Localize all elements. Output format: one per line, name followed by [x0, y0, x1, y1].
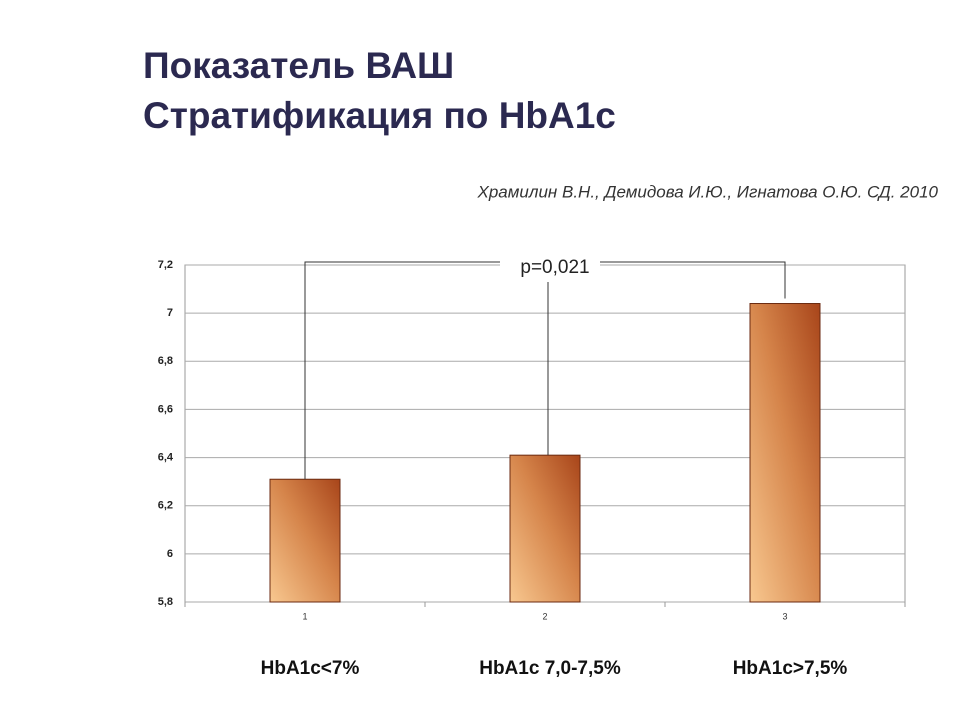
subtitle: Храмилин В.Н., Демидова И.Ю., Игнатова О…	[477, 182, 939, 201]
x-tick-label: 1	[302, 611, 307, 621]
title-line: Стратификация по HbA1c	[143, 95, 616, 136]
x-tick-label: 2	[542, 611, 547, 621]
y-tick-label: 6	[167, 548, 173, 560]
y-tick-label: 6,6	[158, 403, 173, 415]
annotation: p=0,021	[520, 257, 589, 278]
group-label: HbA1c 7,0-7,5%	[479, 658, 621, 679]
y-tick-label: 6,4	[158, 451, 174, 463]
group-label: HbA1c<7%	[261, 658, 360, 679]
title-line: Показатель ВАШ	[143, 45, 454, 86]
y-tick-label: 5,8	[158, 596, 173, 608]
annotation-bg	[500, 252, 600, 276]
x-tick-label: 3	[782, 611, 787, 621]
y-tick-label: 7	[167, 307, 173, 319]
significance-bracket	[304, 261, 786, 480]
y-tick-label: 7,2	[158, 259, 173, 271]
bar	[269, 478, 341, 603]
y-tick-label: 6,2	[158, 500, 173, 512]
bar	[749, 303, 821, 603]
group-label: HbA1c>7,5%	[733, 658, 848, 679]
bar	[509, 454, 581, 603]
y-tick-label: 6,8	[158, 355, 173, 367]
